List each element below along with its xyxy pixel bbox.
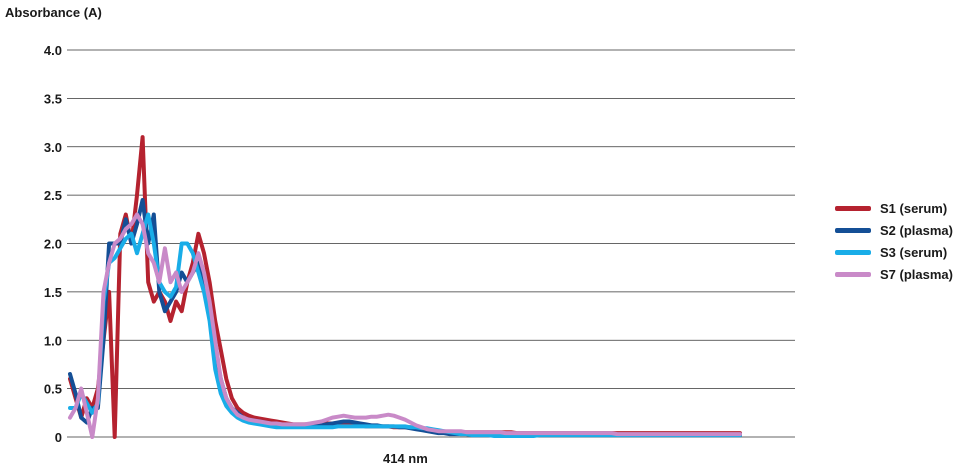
y-axis-label: Absorbance (A) <box>5 5 102 20</box>
y-tick-labels: 0 0.5 1.0 1.5 2.0 2.5 3.0 3.5 4.0 <box>44 43 62 445</box>
y-tick-label: 3.5 <box>44 91 62 106</box>
y-tick-label: 2.0 <box>44 237 62 252</box>
legend-swatch-s7 <box>835 271 871 277</box>
legend-label-s7: S7 (plasma) <box>880 266 953 282</box>
series-line-4 <box>68 212 742 439</box>
legend: S1 (serum) S2 (plasma) S3 (serum) S7 (pl… <box>835 197 953 285</box>
y-tick-label: 1.5 <box>44 285 62 300</box>
legend-item-s1: S1 (serum) <box>835 197 953 219</box>
legend-label-s3: S3 (serum) <box>880 244 948 260</box>
legend-swatch-s3 <box>835 249 871 255</box>
legend-item-s7: S7 (plasma) <box>835 263 953 285</box>
legend-swatch-s2 <box>835 227 871 233</box>
legend-item-s3: S3 (serum) <box>835 241 953 263</box>
y-tick-label: 1.0 <box>44 333 62 348</box>
y-tick-label: 0 <box>55 430 62 445</box>
legend-label-s1: S1 (serum) <box>880 200 948 216</box>
gridlines <box>67 49 795 438</box>
y-tick-label: 2.5 <box>44 188 62 203</box>
series-line-3 <box>68 212 742 438</box>
y-tick-label: 0.5 <box>44 382 62 397</box>
y-tick-label: 4.0 <box>44 43 62 58</box>
series-lines <box>68 135 742 439</box>
legend-item-s2: S2 (plasma) <box>835 219 953 241</box>
legend-label-s2: S2 (plasma) <box>880 222 953 238</box>
series-line-1 <box>68 135 742 439</box>
y-tick-label: 3.0 <box>44 140 62 155</box>
legend-swatch-s1 <box>835 205 871 211</box>
x-axis-label: 414 nm <box>383 451 428 466</box>
